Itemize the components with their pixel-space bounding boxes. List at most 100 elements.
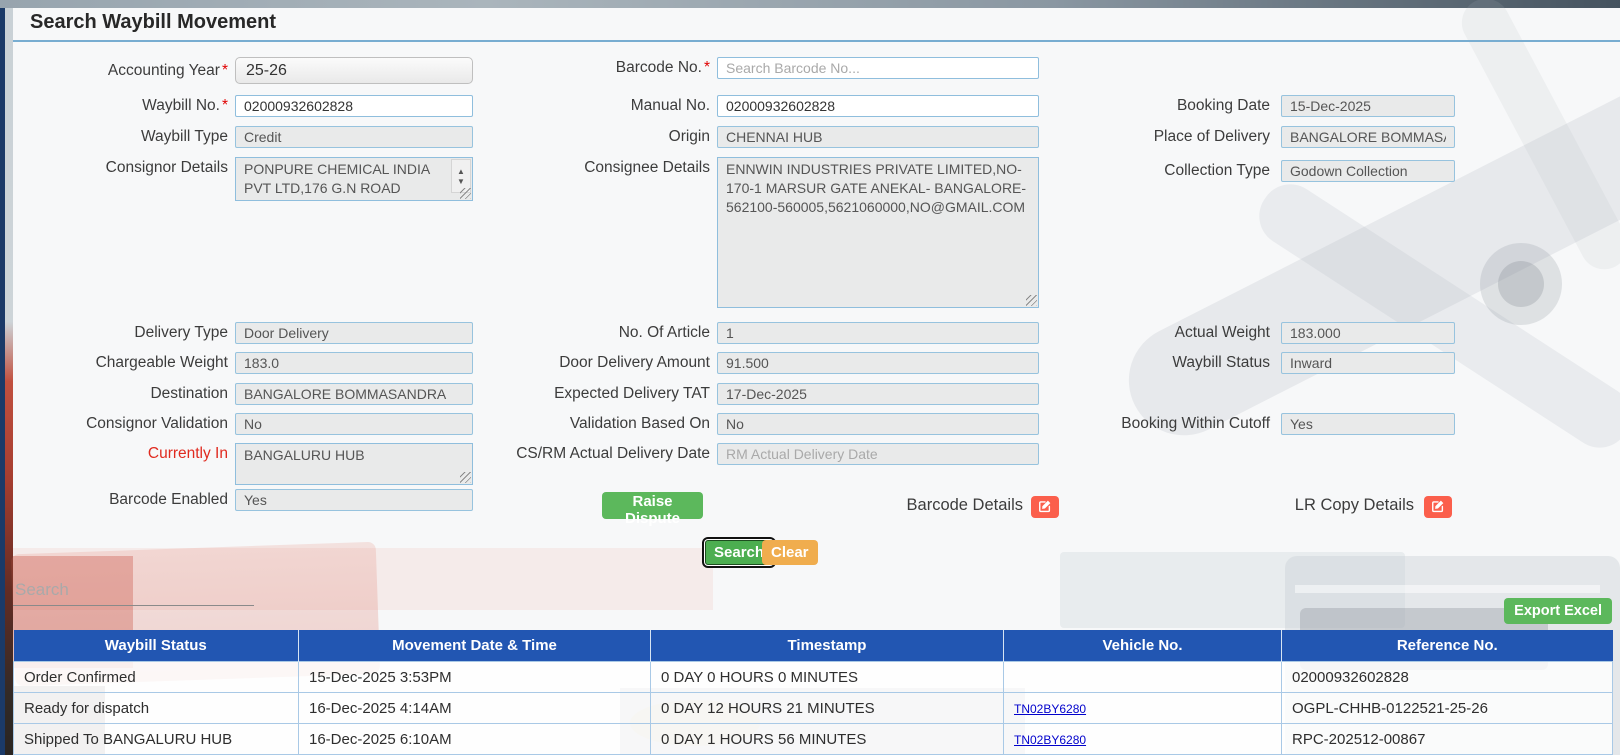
barcode-details-label: Barcode Details <box>906 496 1023 514</box>
validation-based-on-label: Validation Based On <box>569 415 710 432</box>
cell-datetime: 15-Dec-2025 3:53PM <box>298 661 651 693</box>
door-delivery-amount-input <box>717 352 1039 374</box>
clear-button[interactable]: Clear <box>762 540 818 565</box>
expected-delivery-tat-label: Expected Delivery TAT <box>554 385 710 402</box>
cell-reference: 02000932602828 <box>1281 661 1613 693</box>
barcode-no-input[interactable] <box>717 57 1039 79</box>
barcode-no-label: Barcode No. * <box>615 59 710 76</box>
table-row: Shipped To BANGALURU HUB 16-Dec-2025 6:1… <box>13 723 1613 755</box>
expected-delivery-tat-input <box>717 383 1039 405</box>
raise-dispute-button[interactable]: Raise Dispute <box>602 492 703 527</box>
no-of-article-label: No. Of Article <box>618 324 710 341</box>
cell-status: Order Confirmed <box>13 661 299 693</box>
validation-based-on-input <box>717 413 1039 435</box>
booking-within-cutoff-input <box>1281 413 1455 435</box>
resize-grip-icon[interactable] <box>460 188 471 199</box>
spinner-down-icon[interactable]: ▼ <box>457 176 465 186</box>
cell-vehicle: TN02BY6280 <box>1003 692 1282 724</box>
cell-vehicle-empty <box>1003 661 1282 693</box>
resize-grip-icon[interactable] <box>460 472 471 483</box>
waybill-status-label: Waybill Status <box>1172 354 1270 371</box>
header-waybill-status: Waybill Status <box>13 630 299 662</box>
delivery-type-input <box>235 322 473 344</box>
booking-within-cutoff-label: Booking Within Cutoff <box>1121 415 1270 432</box>
booking-date-input <box>1281 95 1455 117</box>
place-of-delivery-input <box>1281 126 1455 148</box>
actual-weight-input <box>1281 322 1455 344</box>
booking-date-label: Booking Date <box>1176 97 1270 114</box>
destination-input <box>235 383 473 405</box>
consignor-details-label: Consignor Details <box>105 159 228 176</box>
manual-no-input[interactable] <box>717 95 1039 117</box>
cell-status: Shipped To BANGALURU HUB <box>13 723 299 755</box>
manual-no-label: Manual No. <box>630 97 710 114</box>
currently-in-label: Currently In <box>147 445 228 462</box>
header-vehicle-no: Vehicle No. <box>1003 630 1282 662</box>
resize-grip-icon[interactable] <box>1026 295 1037 306</box>
header-reference-no: Reference No. <box>1281 630 1613 662</box>
export-excel-button[interactable]: Export Excel <box>1504 598 1612 624</box>
edit-icon <box>1431 499 1445 516</box>
table-header-row: Waybill Status Movement Date & Time Time… <box>13 630 1613 662</box>
cs-rm-actual-delivery-date-input <box>717 443 1039 465</box>
vehicle-no-link[interactable]: TN02BY6280 <box>1014 701 1087 716</box>
waybill-no-input[interactable] <box>235 95 473 117</box>
no-of-article-input <box>717 322 1039 344</box>
lr-copy-details-edit-button[interactable] <box>1424 496 1452 518</box>
left-navy-border <box>0 8 5 755</box>
consignor-details-textarea: PONPURE CHEMICAL INDIA PVT LTD,176 G.N R… <box>235 157 473 201</box>
consignee-details-textarea: ENNWIN INDUSTRIES PRIVATE LIMITED,NO-170… <box>717 157 1039 308</box>
search-button[interactable]: Search <box>705 540 774 565</box>
movement-table: Waybill Status Movement Date & Time Time… <box>13 630 1613 755</box>
waybill-no-label: Waybill No. * <box>142 97 228 114</box>
scroll-spinner-icon[interactable]: ▲ ▼ <box>451 159 471 193</box>
accounting-year-value: 25-26 <box>246 62 287 79</box>
barcode-enabled-input <box>235 489 473 511</box>
door-delivery-amount-label: Door Delivery Amount <box>559 354 710 371</box>
origin-input <box>717 126 1039 148</box>
waybill-type-label: Waybill Type <box>140 128 228 145</box>
collection-type-input <box>1281 160 1455 182</box>
background-sky-strip <box>0 0 1620 8</box>
page-title: Search Waybill Movement <box>30 11 276 33</box>
table-row: Order Confirmed 15-Dec-2025 3:53PM 0 DAY… <box>13 661 1613 693</box>
chargeable-weight-label: Chargeable Weight <box>95 354 228 371</box>
spinner-up-icon[interactable]: ▲ <box>457 166 465 176</box>
cell-timestamp: 0 DAY 12 HOURS 21 MINUTES <box>650 692 1004 724</box>
consignor-validation-label: Consignor Validation <box>86 415 228 432</box>
lr-copy-details-label: LR Copy Details <box>1294 496 1414 514</box>
waybill-type-input <box>235 126 473 148</box>
table-row: Ready for dispatch 16-Dec-2025 4:14AM 0 … <box>13 692 1613 724</box>
cell-status: Ready for dispatch <box>13 692 299 724</box>
accounting-year-label: Accounting Year * <box>107 62 228 79</box>
results-filter-input[interactable] <box>13 574 254 606</box>
cell-datetime: 16-Dec-2025 6:10AM <box>298 723 651 755</box>
cell-vehicle: TN02BY6280 <box>1003 723 1282 755</box>
header-movement-datetime: Movement Date & Time <box>298 630 651 662</box>
cell-timestamp: 0 DAY 1 HOURS 56 MINUTES <box>650 723 1004 755</box>
barcode-details-edit-button[interactable] <box>1031 496 1059 518</box>
destination-label: Destination <box>150 385 228 402</box>
cell-datetime: 16-Dec-2025 4:14AM <box>298 692 651 724</box>
vehicle-no-link[interactable]: TN02BY6280 <box>1014 732 1087 747</box>
background-left-strip <box>5 8 13 755</box>
barcode-enabled-label: Barcode Enabled <box>109 491 228 508</box>
required-asterisk: * <box>703 59 710 76</box>
cell-reference: RPC-202512-00867 <box>1281 723 1613 755</box>
consignee-details-label: Consignee Details <box>584 159 710 176</box>
collection-type-label: Collection Type <box>1164 162 1270 179</box>
delivery-type-label: Delivery Type <box>134 324 228 341</box>
cell-reference: OGPL-CHHB-0122521-25-26 <box>1281 692 1613 724</box>
origin-label: Origin <box>668 128 710 145</box>
place-of-delivery-label: Place of Delivery <box>1153 128 1270 145</box>
waybill-status-input <box>1281 352 1455 374</box>
cs-rm-actual-delivery-date-label: CS/RM Actual Delivery Date <box>516 445 710 462</box>
edit-icon <box>1038 499 1052 516</box>
actual-weight-label: Actual Weight <box>1174 324 1270 341</box>
required-asterisk: * <box>221 97 228 114</box>
header-timestamp: Timestamp <box>650 630 1004 662</box>
consignor-validation-input <box>235 413 473 435</box>
accounting-year-select[interactable]: 25-26 <box>235 57 473 84</box>
cell-timestamp: 0 DAY 0 HOURS 0 MINUTES <box>650 661 1004 693</box>
